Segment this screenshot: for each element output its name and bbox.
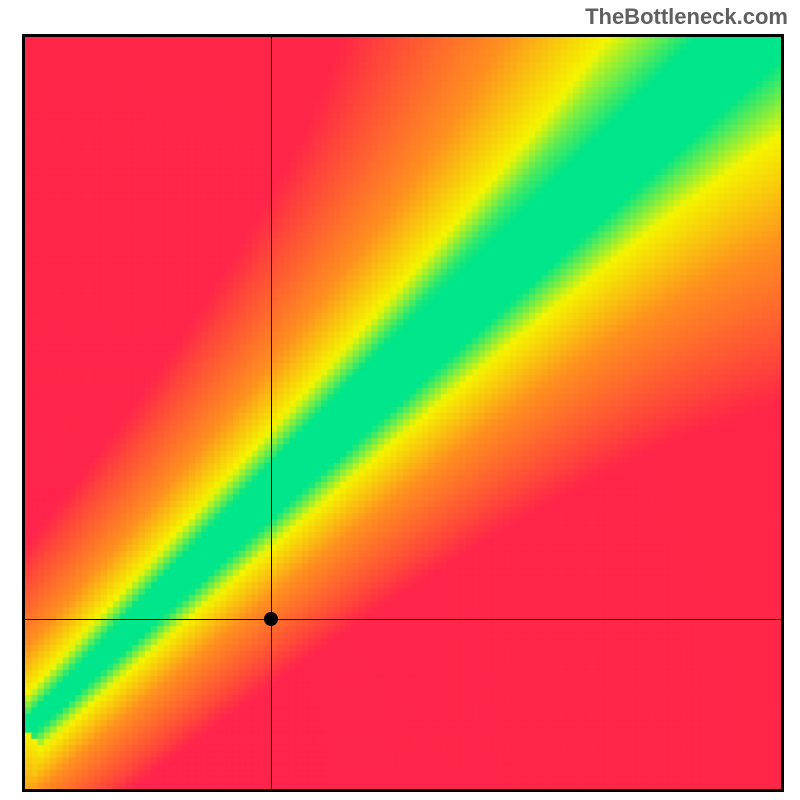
crosshair-horizontal [25,619,781,620]
marker-point [264,612,278,626]
heatmap-canvas [25,37,781,789]
heatmap-frame [22,34,784,792]
crosshair-vertical [271,37,272,789]
attribution-text: TheBottleneck.com [585,4,788,30]
chart-container: { "attribution": "TheBottleneck.com", "p… [0,0,800,800]
